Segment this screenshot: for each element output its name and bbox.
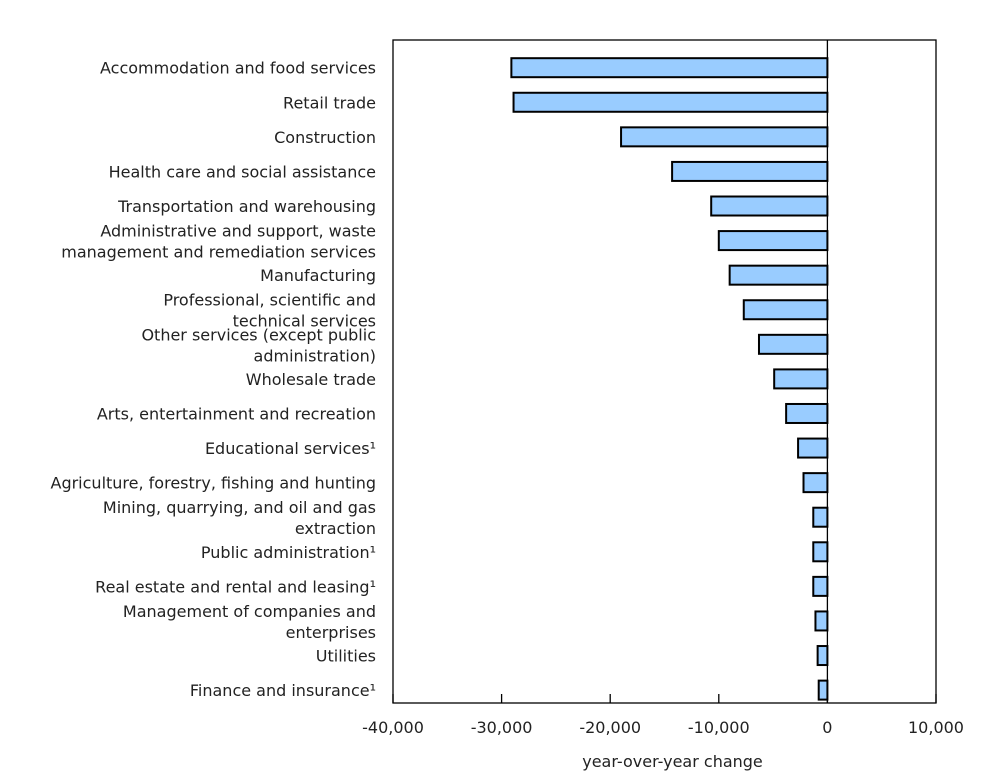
bar <box>510 57 829 79</box>
bar <box>802 472 829 494</box>
category-label: Public administration¹ <box>201 543 376 562</box>
bar <box>728 264 829 286</box>
category-label: Wholesale trade <box>246 370 376 389</box>
bar <box>812 575 829 597</box>
category-label: Mining, quarrying, and oil and gas extrac… <box>103 498 376 538</box>
x-tick-label: -20,000 <box>579 718 641 737</box>
bar <box>717 230 829 252</box>
category-label: Professional, scientific and technical se… <box>163 291 376 331</box>
x-tick-label: -40,000 <box>362 718 424 737</box>
category-label: Construction <box>274 128 376 147</box>
category-label: Real estate and rental and leasing¹ <box>95 577 376 596</box>
bar <box>620 126 829 148</box>
bar <box>816 645 829 667</box>
bar <box>512 91 829 113</box>
bar <box>812 541 829 563</box>
bar <box>817 679 829 701</box>
bar <box>710 195 829 217</box>
bar <box>773 368 829 390</box>
x-tick-label: -30,000 <box>471 718 533 737</box>
category-label: Educational services¹ <box>205 439 376 458</box>
plot-frame <box>392 39 937 704</box>
bar <box>797 437 829 459</box>
category-label: Manufacturing <box>260 266 376 285</box>
bar <box>671 160 829 182</box>
category-label: Administrative and support, waste managem… <box>61 222 376 262</box>
bar <box>814 610 829 632</box>
category-label: Accommodation and food services <box>100 59 376 78</box>
category-label: Other services (except public administrat… <box>141 325 376 365</box>
category-label: Arts, entertainment and recreation <box>97 404 376 423</box>
category-label: Agriculture, forestry, fishing and hunti… <box>51 474 377 493</box>
category-label: Health care and social assistance <box>109 162 376 181</box>
category-label: Transportation and warehousing <box>117 197 376 216</box>
x-axis-label: year-over-year change <box>582 752 763 771</box>
category-label: Finance and insurance¹ <box>190 681 376 700</box>
x-tick-label: -10,000 <box>688 718 750 737</box>
category-label: Management of companies and enterprises <box>123 602 376 642</box>
x-tick-label: 10,000 <box>908 718 964 737</box>
category-label: Retail trade <box>283 93 376 112</box>
bar <box>742 299 829 321</box>
bar <box>812 506 829 528</box>
category-label: Utilities <box>316 647 376 666</box>
bar <box>785 402 829 424</box>
bar <box>757 333 829 355</box>
x-tick-label: 0 <box>822 718 832 737</box>
